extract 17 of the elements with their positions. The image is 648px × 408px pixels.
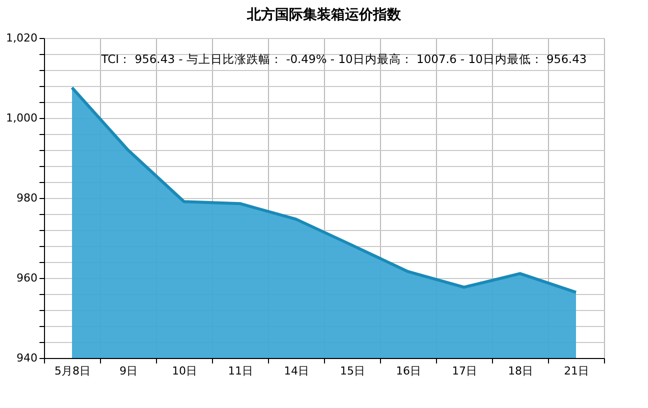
chart-title: 北方国际集装箱运价指数 xyxy=(246,6,402,23)
y-tick-label: 1,000 xyxy=(6,112,38,124)
x-tick-label: 9日 xyxy=(120,364,138,378)
x-tick-label: 16日 xyxy=(396,364,421,378)
x-tick-label: 14日 xyxy=(284,364,309,378)
y-tick-label: 1,020 xyxy=(6,32,38,44)
y-tick-label: 940 xyxy=(16,352,38,364)
y-tick-label: 960 xyxy=(16,272,38,284)
x-tick-label: 18日 xyxy=(508,364,533,378)
x-tick-label: 21日 xyxy=(564,364,589,378)
x-tick-label: 10日 xyxy=(172,364,197,378)
y-tick-label: 980 xyxy=(16,192,38,204)
x-tick-label: 5月8日 xyxy=(54,364,90,378)
annotation: TCI： 956.43 - 与上日比涨跌幅： -0.49% - 10日内最高： 1007.6 - 10日内最低： 956.43 xyxy=(100,52,587,66)
x-tick-label: 15日 xyxy=(340,364,365,378)
x-tick-label: 17日 xyxy=(452,364,477,378)
x-tick-label: 11日 xyxy=(228,364,253,378)
